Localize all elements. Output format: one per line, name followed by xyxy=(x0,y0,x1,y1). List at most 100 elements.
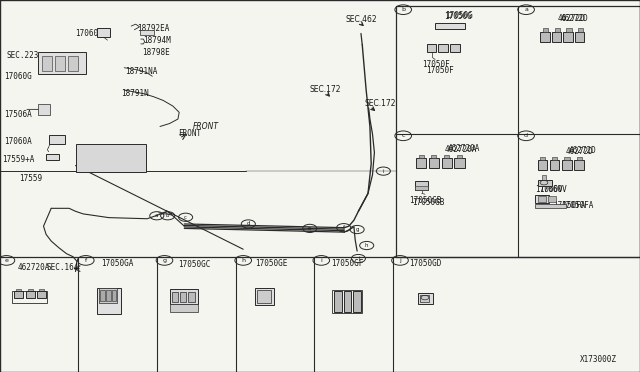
Bar xyxy=(106,290,111,301)
Bar xyxy=(416,158,426,168)
Text: h: h xyxy=(365,243,369,248)
Bar xyxy=(170,304,198,312)
Text: FRONT: FRONT xyxy=(178,129,201,138)
Bar xyxy=(112,290,116,301)
Text: b: b xyxy=(401,7,405,12)
Bar xyxy=(563,32,573,42)
Bar xyxy=(26,291,35,298)
Text: f: f xyxy=(342,225,345,230)
Bar xyxy=(564,157,570,160)
Text: 462720A: 462720A xyxy=(448,144,481,153)
Text: 462720A: 462720A xyxy=(444,145,477,154)
Text: c: c xyxy=(401,133,405,138)
Bar xyxy=(543,28,548,32)
Text: j: j xyxy=(358,256,359,261)
Text: 17060V: 17060V xyxy=(535,185,563,194)
Bar xyxy=(548,196,556,202)
Text: 17050GF: 17050GF xyxy=(332,259,364,268)
Bar xyxy=(180,292,186,302)
Bar xyxy=(538,180,552,186)
Text: d: d xyxy=(246,221,250,227)
Bar xyxy=(68,56,78,71)
Bar xyxy=(99,288,117,303)
Text: 17050FA: 17050FA xyxy=(561,201,593,210)
Bar xyxy=(97,28,110,37)
Text: g: g xyxy=(355,227,359,232)
Bar xyxy=(454,158,465,168)
Bar xyxy=(552,32,561,42)
Text: SEC.172: SEC.172 xyxy=(310,84,341,93)
Text: 17050G: 17050G xyxy=(445,11,472,20)
Bar xyxy=(550,160,559,170)
Bar xyxy=(578,28,583,32)
Text: j: j xyxy=(399,258,401,263)
Bar xyxy=(344,291,351,312)
Bar xyxy=(170,289,198,304)
Bar xyxy=(353,291,361,312)
Text: 46272D: 46272D xyxy=(566,147,593,155)
Text: SEC.172: SEC.172 xyxy=(364,99,396,108)
Text: 18792EA: 18792EA xyxy=(138,24,170,33)
Bar xyxy=(334,291,342,312)
Bar xyxy=(188,292,195,302)
Bar xyxy=(42,56,52,71)
Bar xyxy=(442,158,452,168)
Bar xyxy=(542,175,546,180)
Text: c: c xyxy=(184,215,187,220)
Text: d: d xyxy=(524,133,528,138)
Text: 46272D: 46272D xyxy=(568,146,596,155)
Text: 17050GB: 17050GB xyxy=(412,198,445,207)
Text: 17060V: 17060V xyxy=(540,185,567,194)
Text: g: g xyxy=(163,258,166,263)
Bar xyxy=(49,135,65,144)
Bar xyxy=(97,288,121,314)
Bar xyxy=(540,32,550,42)
Text: 17050F: 17050F xyxy=(422,60,450,69)
Text: 18791N: 18791N xyxy=(122,89,149,98)
Bar xyxy=(450,44,460,52)
Bar xyxy=(100,290,105,301)
Bar xyxy=(14,291,23,298)
Text: e: e xyxy=(308,226,312,231)
Text: 17060A: 17060A xyxy=(4,137,31,146)
Bar xyxy=(418,293,433,304)
Text: SEC.462: SEC.462 xyxy=(346,15,377,23)
Text: SEC.223: SEC.223 xyxy=(6,51,39,60)
Bar xyxy=(28,289,33,291)
Bar xyxy=(172,292,178,302)
Text: b: b xyxy=(166,213,170,218)
Text: f: f xyxy=(84,258,87,263)
Text: 17050G: 17050G xyxy=(444,12,472,21)
Bar xyxy=(566,28,572,32)
Bar xyxy=(332,290,362,313)
Bar xyxy=(415,181,428,190)
Bar xyxy=(38,52,86,74)
Bar xyxy=(438,44,448,52)
Bar xyxy=(562,160,572,170)
Bar xyxy=(435,23,465,29)
Bar xyxy=(37,291,46,298)
Text: 17050F: 17050F xyxy=(426,66,454,75)
Text: a: a xyxy=(524,7,528,12)
Text: 17050FA: 17050FA xyxy=(553,201,586,210)
Text: 17506A: 17506A xyxy=(4,110,31,119)
Bar xyxy=(39,289,44,291)
Bar xyxy=(415,186,428,190)
Text: 17559+A: 17559+A xyxy=(3,155,35,164)
Bar xyxy=(538,196,546,202)
Text: 17050GA: 17050GA xyxy=(101,259,134,268)
Bar xyxy=(444,155,449,158)
Bar xyxy=(575,32,584,42)
Bar xyxy=(76,144,146,172)
Bar xyxy=(255,288,274,305)
Bar xyxy=(427,44,436,52)
Text: 17050GC: 17050GC xyxy=(178,260,211,269)
Bar xyxy=(420,295,429,302)
Text: 17559: 17559 xyxy=(19,174,42,183)
Bar xyxy=(140,30,154,35)
Bar xyxy=(535,195,549,203)
Bar xyxy=(538,160,547,170)
Text: 17050GE: 17050GE xyxy=(255,259,287,268)
Text: SEC.164: SEC.164 xyxy=(46,263,79,272)
Text: a: a xyxy=(155,213,159,218)
